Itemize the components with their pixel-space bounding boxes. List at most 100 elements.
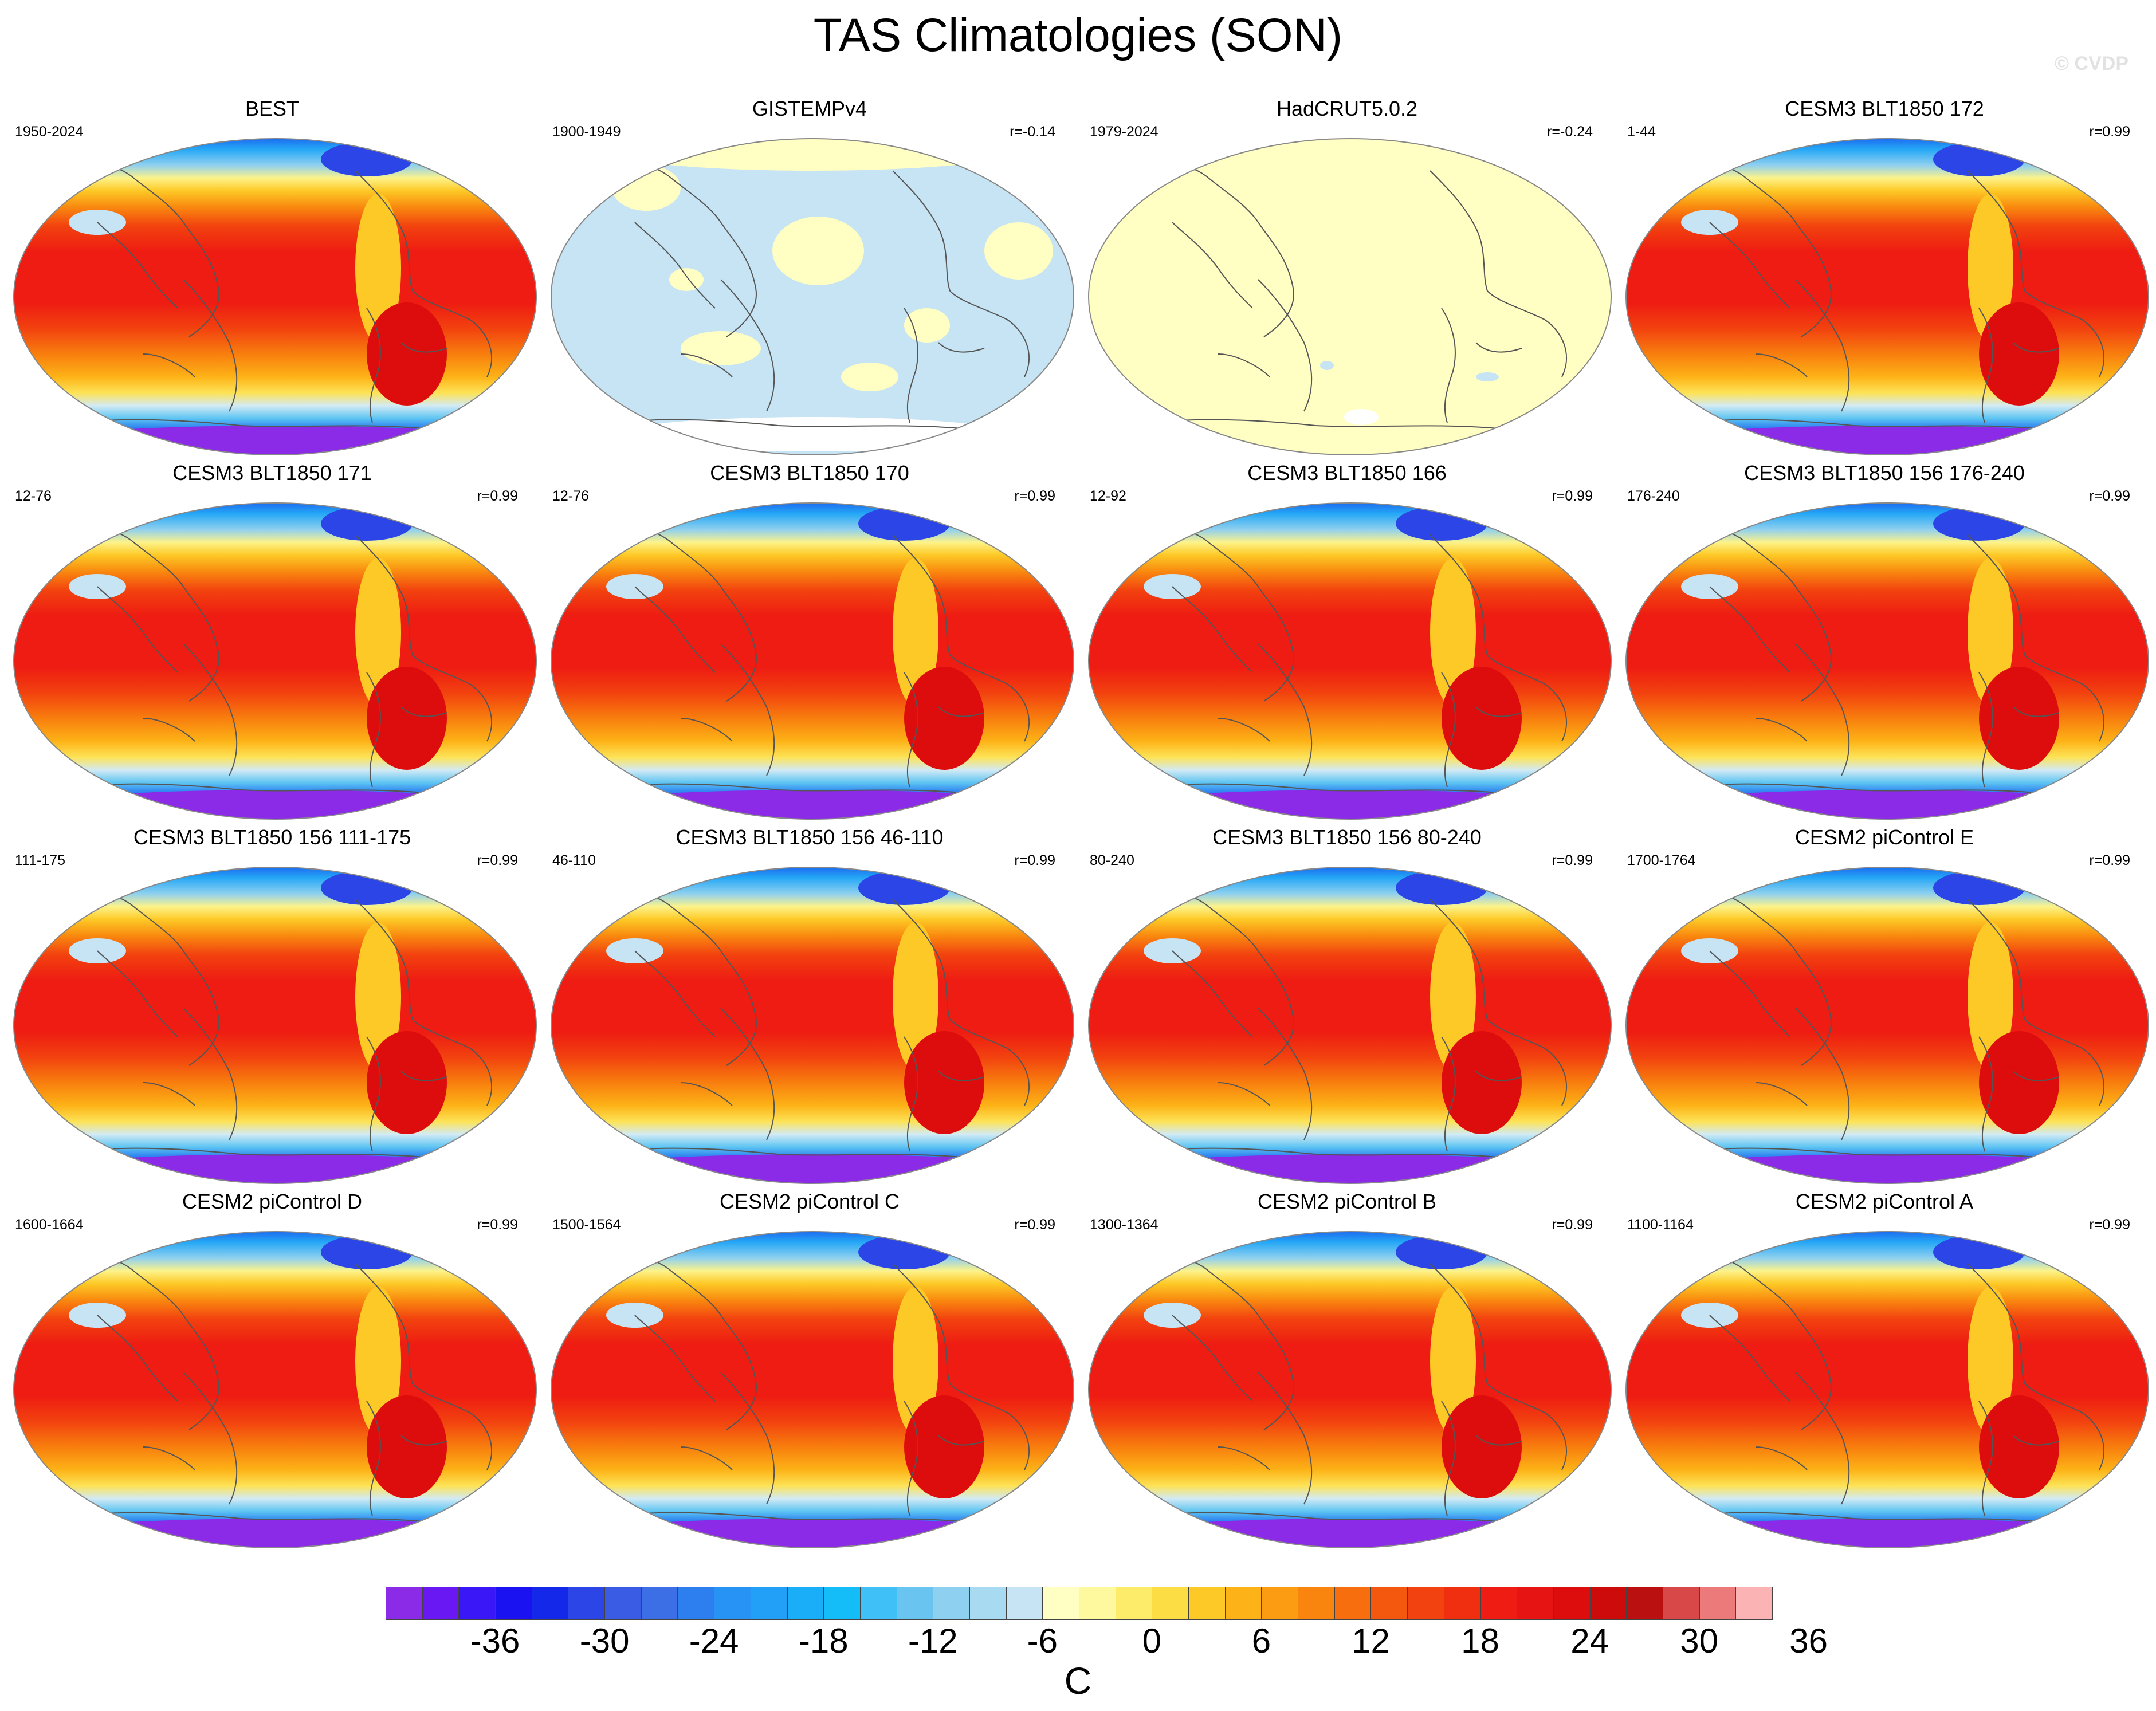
panel-years: 1100-1164 (1627, 1217, 1694, 1233)
figure-title: TAS Climatologies (SON) (813, 9, 1343, 61)
panel-correlation: r=0.99 (477, 852, 518, 868)
panel-title: BEST (245, 97, 300, 120)
colorbar-swatch (1553, 1587, 1591, 1620)
colorbar-swatch (386, 1587, 423, 1620)
colorbar-swatch (787, 1587, 824, 1620)
robinson-map (1625, 138, 2149, 455)
colorbar-swatch (677, 1587, 715, 1620)
robinson-map (1088, 502, 1612, 820)
panel-correlation: r=0.99 (2089, 488, 2130, 504)
panel-title: CESM2 piControl D (182, 1190, 363, 1213)
map-panel: CESM3 BLT1850 170 12-76 r=0.99 (541, 461, 1078, 827)
colorbar-swatch (1298, 1587, 1335, 1620)
cvdp-watermark: © CVDP (2055, 53, 2128, 74)
panel-title: CESM3 BLT1850 156 176-240 (1744, 461, 2025, 485)
panel-correlation: r=0.99 (477, 488, 518, 504)
colorbar-tick-label: -12 (908, 1622, 958, 1660)
colorbar-tick-label: 6 (1251, 1622, 1271, 1660)
colorbar-swatch (859, 1587, 897, 1620)
map-panels: BEST 1950-2024 GISTEMPv4 1900-1949 r=-0.14 Ha… (3, 96, 2153, 1556)
panel-title: CESM2 piControl B (1257, 1190, 1437, 1213)
panel-years: 12-76 (552, 488, 589, 504)
colorbar-tick-label: -30 (579, 1622, 630, 1660)
panel-years: 1700-1764 (1627, 852, 1696, 868)
panel-years: 1500-1564 (552, 1217, 621, 1233)
panel-years: 46-110 (552, 852, 596, 868)
colorbar-units: C (1064, 1659, 1092, 1702)
colorbar-swatch (1079, 1587, 1116, 1620)
panel-title: CESM2 piControl E (1794, 825, 1974, 849)
map-panel: CESM3 BLT1850 166 12-92 r=0.99 (1078, 461, 1616, 827)
robinson-map (13, 502, 537, 820)
map-panel: CESM2 piControl B 1300-1364 r=0.99 (1078, 1189, 1616, 1556)
robinson-map (1088, 1231, 1612, 1548)
colorbar-tick-label: -18 (798, 1622, 849, 1660)
map-panel: CESM2 piControl A 1100-1164 r=0.99 (1616, 1189, 2153, 1556)
colorbar-tick-label: 36 (1789, 1622, 1828, 1660)
panel-years: 12-76 (15, 488, 52, 504)
robinson-map (1625, 867, 2149, 1184)
map-panel: CESM2 piControl D 1600-1664 r=0.99 (3, 1189, 541, 1556)
robinson-map (1088, 138, 1612, 455)
panel-correlation: r=0.99 (2089, 852, 2130, 868)
colorbar-swatch (1370, 1587, 1408, 1620)
panel-correlation: r=0.99 (1552, 488, 1593, 504)
panel-title: CESM2 piControl C (719, 1190, 900, 1213)
robinson-map (13, 138, 537, 455)
map-panel: CESM3 BLT1850 172 1-44 r=0.99 (1616, 96, 2153, 463)
panel-years: 1979-2024 (1090, 124, 1158, 140)
colorbar-tick-label: 30 (1680, 1622, 1718, 1660)
map-panel: CESM3 BLT1850 156 46-110 46-110 r=0.99 (541, 825, 1078, 1191)
map-panel: BEST 1950-2024 (3, 96, 541, 463)
colorbar-swatch (933, 1587, 970, 1620)
colorbar-swatch (495, 1587, 532, 1620)
map-panel: CESM2 piControl C 1500-1564 r=0.99 (541, 1189, 1078, 1556)
colorbar-swatch (1188, 1587, 1226, 1620)
panel-years: 111-175 (15, 852, 66, 868)
panel-title: CESM3 BLT1850 171 (172, 461, 372, 485)
panel-years: 176-240 (1627, 488, 1680, 504)
colorbar-swatch (896, 1587, 934, 1620)
colorbar-tick-label: 18 (1461, 1622, 1499, 1660)
robinson-map (551, 867, 1074, 1184)
map-panel: GISTEMPv4 1900-1949 r=-0.14 (541, 96, 1078, 463)
colorbar-swatch (1699, 1587, 1737, 1620)
panel-correlation: r=0.99 (1552, 1217, 1593, 1233)
colorbar-swatch (1152, 1587, 1189, 1620)
panel-title: CESM3 BLT1850 172 (1785, 97, 1984, 120)
colorbar-swatch (422, 1587, 460, 1620)
map-panel: CESM3 BLT1850 171 12-76 r=0.99 (3, 461, 541, 827)
colorbar-swatch (714, 1587, 751, 1620)
robinson-map (1088, 867, 1612, 1184)
colorbar-swatch (531, 1587, 569, 1620)
panel-correlation: r=0.99 (1014, 1217, 1055, 1233)
panel-years: 1-44 (1627, 124, 1656, 140)
panel-title: CESM3 BLT1850 156 111-175 (133, 825, 411, 849)
panel-correlation: r=0.99 (477, 1217, 518, 1233)
panel-correlation: r=-0.24 (1547, 124, 1593, 140)
panel-correlation: r=0.99 (1014, 852, 1055, 868)
panel-years: 1950-2024 (15, 124, 84, 140)
robinson-map (1625, 502, 2149, 820)
colorbar-tick-label: -24 (689, 1622, 739, 1660)
colorbar-tick-label: 24 (1570, 1622, 1609, 1660)
panel-years: 12-92 (1090, 488, 1126, 504)
colorbar-swatch (1224, 1587, 1262, 1620)
robinson-map (551, 138, 1074, 455)
panel-title: CESM3 BLT1850 166 (1247, 461, 1447, 485)
colorbar-swatch (1589, 1587, 1627, 1620)
panel-title: CESM3 BLT1850 170 (710, 461, 909, 485)
panel-correlation: r=0.99 (2089, 1217, 2130, 1233)
panel-title: CESM2 piControl A (1795, 1190, 1974, 1213)
robinson-map (551, 1231, 1074, 1548)
colorbar-swatch (1334, 1587, 1372, 1620)
colorbar-swatch (458, 1587, 496, 1620)
colorbar-tick-label: -6 (1027, 1622, 1058, 1660)
colorbar-swatch (750, 1587, 788, 1620)
robinson-map (13, 1231, 537, 1548)
panel-years: 1900-1949 (552, 124, 621, 140)
colorbar-tick-label: 12 (1352, 1622, 1390, 1660)
panel-years: 80-240 (1090, 852, 1134, 868)
panel-title: CESM3 BLT1850 156 46-110 (676, 825, 944, 849)
colorbar-swatch (1662, 1587, 1700, 1620)
